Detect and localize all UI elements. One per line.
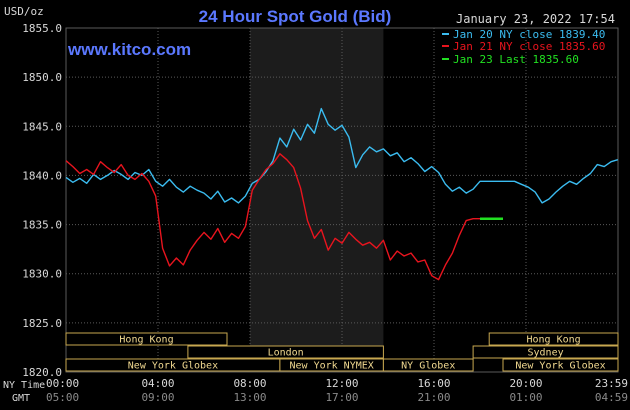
- y-tick-label: 1835.0: [22, 219, 62, 232]
- x-tick-label-gmt: 05:00: [46, 391, 79, 404]
- session-bar: Hong Kong: [488, 332, 619, 346]
- legend-item: Jan 20 NY close 1839.40: [442, 28, 605, 41]
- series-layer: [65, 107, 619, 281]
- gmt-row-label: GMT: [12, 393, 30, 404]
- y-tick-label: 1825.0: [22, 317, 62, 330]
- session-box: [382, 358, 474, 372]
- y-tick-label: 1820.0: [22, 366, 62, 379]
- session-bar: New York Globex: [65, 358, 281, 372]
- website-watermark: www.kitco.com: [67, 40, 191, 59]
- legend-label: Jan 20 NY close 1839.40: [453, 28, 605, 41]
- series-line-2: [65, 153, 480, 281]
- series-line-1: [65, 107, 619, 204]
- legend-label: Jan 23 Last 1835.60: [453, 53, 579, 66]
- session-bar: London: [187, 345, 384, 359]
- x-tick-label-gmt: 17:00: [325, 391, 358, 404]
- legend-item: Jan 23 Last 1835.60: [442, 53, 579, 66]
- session-bar: New York NYMEX: [279, 358, 384, 372]
- session-bar: Sydney: [472, 345, 619, 359]
- legend-item: Jan 21 NY close 1835.60: [442, 40, 605, 53]
- x-tick-label-ny: 16:00: [417, 377, 450, 390]
- session-label: Hong Kong: [527, 335, 581, 346]
- x-tick-label-ny: 00:00: [46, 377, 79, 390]
- session-label: London: [268, 348, 304, 359]
- x-tick-label-ny: 08:00: [233, 377, 266, 390]
- axis-layer: 1855.0 1850.0 1845.0 1840.0 1835.0 1830.0 1825…: [22, 22, 628, 404]
- y-tick-label: 1830.0: [22, 268, 62, 281]
- highlight-band-layer: [250, 28, 384, 372]
- session-label: NY Globex: [401, 361, 455, 372]
- y-unit-label: USD/oz: [4, 5, 44, 18]
- session-label: New York NYMEX: [290, 361, 374, 372]
- y-tick-label: 1845.0: [22, 120, 62, 133]
- legend-swatch-blue: [442, 33, 449, 35]
- plot-frame: [65, 27, 619, 373]
- x-tick-label-ny: 23:59: [595, 377, 628, 390]
- legend-swatch-red: [442, 45, 449, 47]
- x-tick-label-gmt: 09:00: [141, 391, 174, 404]
- session-label: Sydney: [527, 348, 563, 359]
- session-bar: New York Globex: [502, 358, 619, 372]
- x-tick-label-gmt: 13:00: [233, 391, 266, 404]
- chart-datetime: January 23, 2022 17:54: [456, 12, 615, 26]
- x-tick-label-ny: 04:00: [141, 377, 174, 390]
- x-tick-label-gmt: 04:59: [595, 391, 628, 404]
- session-box: [472, 345, 619, 359]
- legend: Jan 20 NY close 1839.40 Jan 21 NY close …: [442, 28, 605, 66]
- legend-swatch-green: [442, 58, 449, 60]
- legend-label: Jan 21 NY close 1835.60: [453, 40, 605, 53]
- x-tick-label-ny: 20:00: [509, 377, 542, 390]
- trading-sessions: Hong Kong London New York Globex New York N…: [65, 332, 619, 372]
- x-tick-label-gmt: 01:00: [509, 391, 542, 404]
- chart-title: 24 Hour Spot Gold (Bid): [199, 7, 392, 26]
- x-tick-label-gmt: 21:00: [417, 391, 450, 404]
- session-box: [488, 332, 619, 346]
- session-bar: Hong Kong: [65, 332, 228, 346]
- y-tick-label: 1855.0: [22, 22, 62, 35]
- session-box: [65, 332, 228, 346]
- y-tick-label: 1850.0: [22, 71, 62, 84]
- ny-time-row-label: NY Time: [3, 380, 45, 391]
- session-label: Hong Kong: [119, 335, 173, 346]
- session-box: [502, 358, 619, 372]
- y-tick-label: 1840.0: [22, 169, 62, 182]
- highlight-band: [250, 28, 384, 372]
- x-tick-label-ny: 12:00: [325, 377, 358, 390]
- session-box: [187, 345, 384, 359]
- session-label: New York Globex: [128, 361, 218, 372]
- session-bar: NY Globex: [382, 358, 474, 372]
- session-label: New York Globex: [515, 361, 605, 372]
